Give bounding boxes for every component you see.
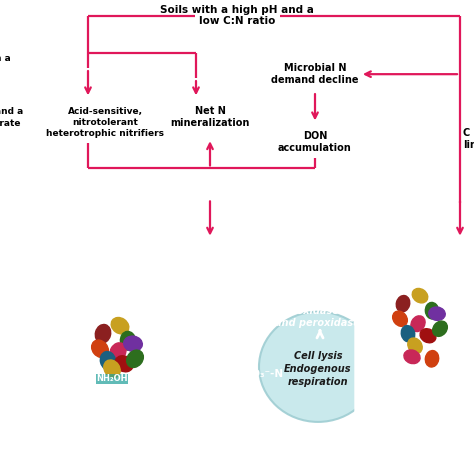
Text: C: C	[463, 128, 470, 138]
Ellipse shape	[408, 338, 422, 354]
Ellipse shape	[91, 340, 109, 357]
Text: demand decline: demand decline	[271, 75, 359, 85]
Text: NH₂OH: NH₂OH	[96, 374, 128, 383]
Text: respiration: respiration	[288, 377, 348, 387]
Text: Net N: Net N	[194, 106, 226, 116]
Text: labile organics: labile organics	[10, 428, 85, 437]
Ellipse shape	[115, 356, 133, 372]
Text: Microbial N: Microbial N	[284, 63, 346, 73]
Text: le: le	[5, 309, 14, 318]
Text: and a: and a	[0, 107, 23, 116]
FancyBboxPatch shape	[355, 259, 474, 449]
Text: Acid-sensitive,: Acid-sensitive,	[67, 107, 143, 116]
Text: NH₄⁺-N: NH₄⁺-N	[183, 264, 227, 274]
Text: Cell lysis: Cell lysis	[294, 351, 342, 361]
Text: DON: DON	[303, 131, 327, 141]
Text: heterotrophic nitrifiers: heterotrophic nitrifiers	[46, 129, 164, 138]
Ellipse shape	[412, 289, 428, 303]
Ellipse shape	[110, 343, 126, 361]
Text: nitrotolerant: nitrotolerant	[72, 118, 138, 127]
Ellipse shape	[433, 321, 447, 337]
Text: and peroxidases: and peroxidases	[275, 318, 365, 328]
Text: c N: c N	[5, 324, 21, 333]
Ellipse shape	[411, 316, 425, 332]
Ellipse shape	[425, 302, 438, 319]
Text: Oxidases: Oxidases	[295, 306, 345, 316]
Text: radicals: radicals	[186, 319, 229, 329]
Text: Hydroxyl: Hydroxyl	[183, 307, 233, 317]
Ellipse shape	[420, 328, 436, 343]
Text: limitat: limitat	[463, 140, 474, 150]
Text: crate: crate	[0, 119, 21, 128]
Ellipse shape	[396, 295, 410, 312]
Ellipse shape	[259, 312, 377, 422]
Text: accumulation: accumulation	[278, 143, 352, 154]
Ellipse shape	[127, 350, 143, 367]
Text: Soils with a high pH and a: Soils with a high pH and a	[160, 5, 314, 15]
Text: mineralization: mineralization	[170, 118, 250, 128]
Ellipse shape	[95, 325, 111, 343]
Ellipse shape	[124, 336, 142, 351]
Ellipse shape	[100, 352, 116, 370]
Text: NO₂⁻-N / NO₃⁻-N: NO₂⁻-N / NO₃⁻-N	[191, 369, 283, 379]
Ellipse shape	[120, 331, 136, 350]
Text: h a: h a	[0, 54, 11, 63]
Ellipse shape	[401, 326, 415, 342]
Ellipse shape	[104, 360, 120, 378]
Text: Nitrificaiton of: Nitrificaiton of	[10, 414, 84, 423]
Ellipse shape	[111, 318, 129, 334]
Ellipse shape	[404, 350, 420, 364]
Ellipse shape	[429, 307, 445, 320]
Ellipse shape	[425, 351, 439, 367]
Text: low C:N ratio: low C:N ratio	[199, 16, 275, 26]
Text: Endogenous: Endogenous	[284, 364, 352, 374]
Ellipse shape	[392, 311, 407, 327]
